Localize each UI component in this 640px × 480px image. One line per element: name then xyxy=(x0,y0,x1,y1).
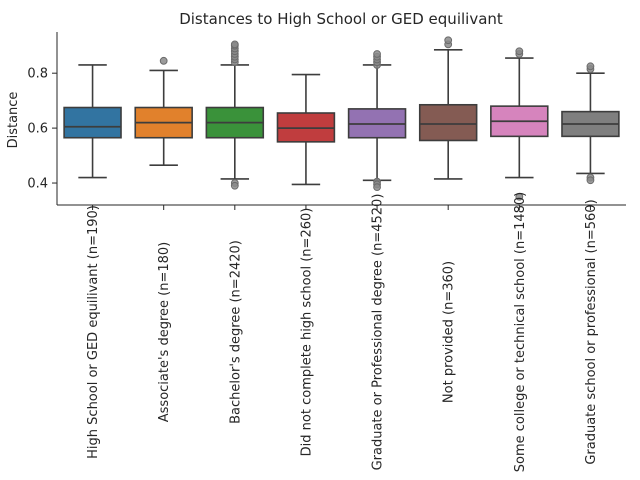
outlier-point xyxy=(515,47,524,56)
x-tick-label: Graduate or Professional degree (n=4520) xyxy=(371,194,386,471)
box-2 xyxy=(134,56,193,166)
y-tick-label: 0.6 xyxy=(27,122,48,137)
outlier-point xyxy=(230,40,239,49)
outlier-point xyxy=(515,192,524,201)
box-3 xyxy=(205,40,265,190)
box-1 xyxy=(63,64,122,179)
y-tick-label: 0.4 xyxy=(27,177,48,192)
outlier-point xyxy=(159,56,168,65)
x-tick-label: Some college or technical school (n=1480… xyxy=(513,192,528,473)
iqr-box xyxy=(418,103,478,142)
outlier-point xyxy=(373,50,381,58)
y-ticks: 0.4 0.6 0.8 xyxy=(27,67,57,192)
box-8 xyxy=(561,62,620,185)
y-axis-label: Distance xyxy=(6,92,21,149)
x-tick-label: Graduate school or professional (n=560) xyxy=(584,199,599,464)
outlier-point xyxy=(373,183,381,192)
outlier-point xyxy=(444,36,453,45)
outlier-point xyxy=(586,176,595,185)
box-5 xyxy=(347,50,407,192)
x-tick-label: Not provided (n=360) xyxy=(442,261,457,403)
box-4 xyxy=(276,73,336,186)
chart-title: Distances to High School or GED equiliva… xyxy=(179,10,503,28)
x-tick-label: High School or GED equilivant (n=190) xyxy=(86,205,101,459)
box-series xyxy=(63,36,620,201)
x-tick-label: Bachelor's degree (n=2420) xyxy=(228,240,243,424)
box-7 xyxy=(490,47,549,201)
iqr-box xyxy=(63,106,122,139)
outlier-point xyxy=(230,181,239,190)
category-labels: High School or GED equilivant (n=190) Ass… xyxy=(86,192,599,473)
y-tick-label: 0.8 xyxy=(27,67,48,82)
x-tick-label: Did not complete high school (n=260) xyxy=(299,208,314,457)
x-tick-label: Associate's degree (n=180) xyxy=(157,242,172,422)
outlier-point xyxy=(586,62,595,71)
box-6 xyxy=(418,36,478,180)
